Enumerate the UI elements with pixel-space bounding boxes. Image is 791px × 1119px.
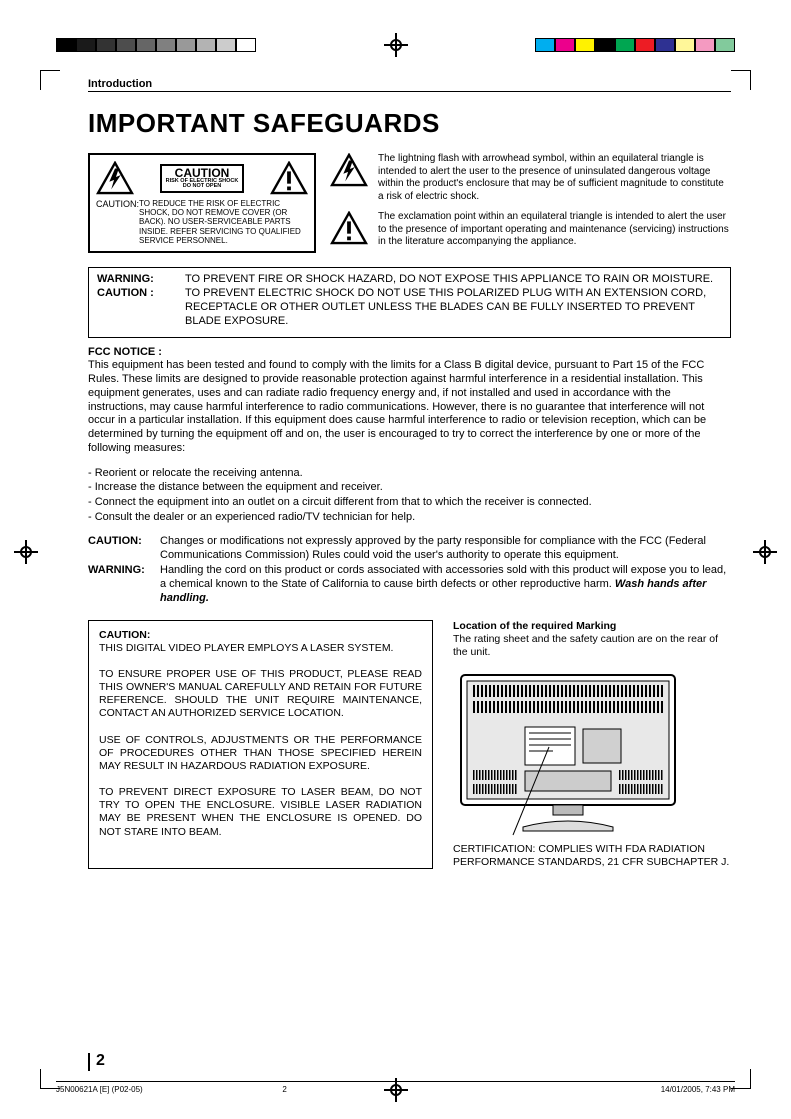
fcc-body: This equipment has been tested and found…	[88, 359, 706, 454]
exclamation-explanation: The exclamation point within an equilate…	[378, 211, 731, 249]
list-item: Consult the dealer or an experienced rad…	[88, 510, 731, 525]
warning-cord-text: Handling the cord on this product or cor…	[160, 564, 731, 605]
rule-top	[88, 91, 731, 92]
tv-rear-diagram	[453, 667, 683, 837]
gray-swatches	[56, 38, 256, 52]
page-number: 2	[88, 1053, 105, 1071]
marking-cert: CERTIFICATION: COMPLIES WITH FDA RADIATI…	[453, 843, 731, 869]
caution-body-label: CAUTION:	[96, 199, 139, 245]
marking-sub: The rating sheet and the safety caution …	[453, 633, 731, 659]
crop-mark	[731, 70, 751, 90]
warning-caution-box: WARNING: TO PREVENT FIRE OR SHOCK HAZARD…	[88, 267, 731, 338]
laser-caution-box: CAUTION: THIS DIGITAL VIDEO PLAYER EMPLO…	[88, 620, 433, 870]
print-bar-top	[56, 36, 735, 54]
caution-label: CAUTION RISK OF ELECTRIC SHOCK DO NOT OP…	[160, 164, 245, 193]
footer-center: 2	[282, 1085, 508, 1097]
laser-p3: USE OF CONTROLS, ADJUSTMENTS OR THE PERF…	[99, 734, 422, 772]
bolt-triangle-icon	[330, 153, 368, 187]
print-footer: J5N00621A [E] (P02-05) 2 14/01/2005, 7:4…	[56, 1081, 735, 1097]
caution-sub2: DO NOT OPEN	[166, 184, 239, 190]
registration-mark-left	[14, 540, 38, 564]
list-item: Reorient or relocate the receiving anten…	[88, 466, 731, 481]
registration-mark-right	[753, 540, 777, 564]
crop-mark	[40, 70, 60, 90]
registration-mark-top	[384, 33, 408, 57]
warning-label: WARNING:	[97, 273, 185, 287]
marking-column: Location of the required Marking The rat…	[453, 620, 731, 870]
footer-right: 14/01/2005, 7:43 PM	[509, 1085, 735, 1097]
breadcrumb: Introduction	[88, 78, 731, 90]
page-content: Introduction IMPORTANT SAFEGUARDS CAUTIO…	[88, 78, 731, 869]
caution-body-text: TO REDUCE THE RISK OF ELECTRIC SHOCK, DO…	[139, 199, 308, 245]
laser-p1: THIS DIGITAL VIDEO PLAYER EMPLOYS A LASE…	[99, 642, 393, 654]
list-item: Increase the distance between the equipm…	[88, 480, 731, 495]
symbol-explanations: The lightning flash with arrowhead symbo…	[330, 153, 731, 257]
color-swatches	[535, 38, 735, 52]
caution-mod-label: CAUTION:	[88, 535, 160, 563]
caution-mod-text: Changes or modifications not expressly a…	[160, 535, 731, 563]
exclamation-triangle-icon	[270, 161, 308, 195]
measures-list: Reorient or relocate the receiving anten…	[88, 466, 731, 525]
footer-left: J5N00621A [E] (P02-05)	[56, 1085, 282, 1097]
fcc-notice: FCC NOTICE : This equipment has been tes…	[88, 346, 731, 456]
warning-cord-label: WARNING:	[88, 564, 160, 605]
caution-text: TO PREVENT ELECTRIC SHOCK DO NOT USE THI…	[185, 287, 722, 328]
list-item: Connect the equipment into an outlet on …	[88, 495, 731, 510]
exclamation-triangle-icon	[330, 211, 368, 245]
laser-p4: TO PREVENT DIRECT EXPOSURE TO LASER BEAM…	[99, 786, 422, 837]
marking-heading: Location of the required Marking	[453, 620, 731, 633]
laser-p2: TO ENSURE PROPER USE OF THIS PRODUCT, PL…	[99, 668, 422, 719]
warning-text: TO PREVENT FIRE OR SHOCK HAZARD, DO NOT …	[185, 273, 722, 287]
bolt-explanation: The lightning flash with arrowhead symbo…	[378, 153, 731, 203]
page-title: IMPORTANT SAFEGUARDS	[88, 108, 731, 139]
bolt-triangle-icon	[96, 161, 134, 195]
laser-heading: CAUTION:	[99, 629, 150, 641]
caution-label: CAUTION :	[97, 287, 185, 328]
caution-box: CAUTION RISK OF ELECTRIC SHOCK DO NOT OP…	[88, 153, 316, 253]
fcc-heading: FCC NOTICE :	[88, 346, 162, 358]
